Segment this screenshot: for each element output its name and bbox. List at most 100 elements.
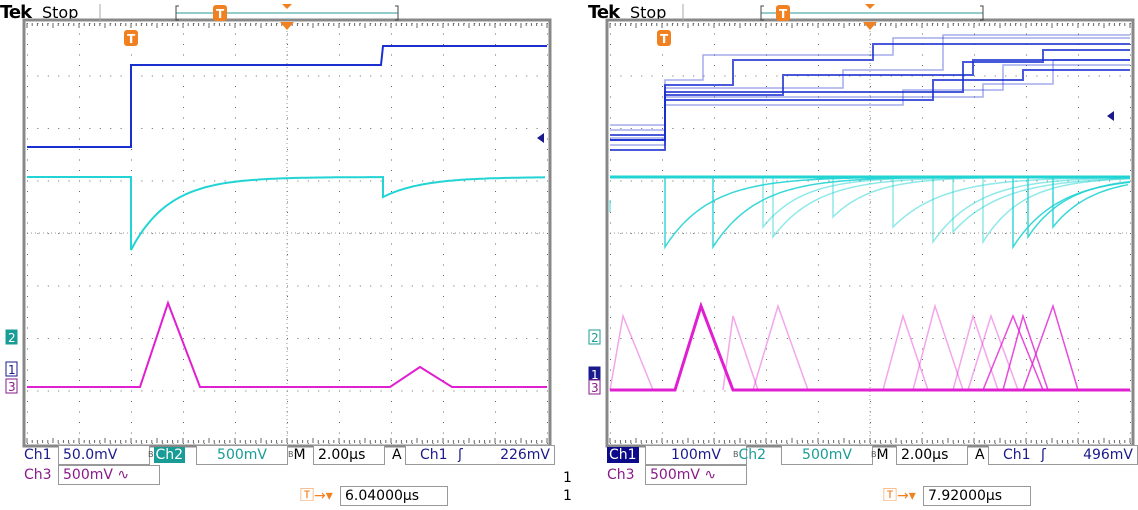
timebase-value[interactable]: 2.00µs: [313, 445, 385, 465]
grid-dot: [339, 411, 340, 413]
grid-dot: [443, 117, 444, 119]
grid-dot: [662, 65, 663, 66]
grid-dot: [734, 180, 736, 182]
grid-dot: [880, 180, 882, 182]
grid-dot: [411, 180, 413, 182]
grid-dot: [526, 128, 528, 129]
timebase-value[interactable]: 2.00µs: [896, 445, 968, 465]
ch3-scale[interactable]: 500mV ∿: [645, 465, 747, 485]
grid-dot: [47, 128, 49, 129]
ch1-label[interactable]: Ch1: [607, 447, 639, 463]
ch2-label[interactable]: Ch2: [153, 447, 186, 463]
grid-dot: [79, 159, 80, 161]
grid-dot: [797, 128, 799, 129]
ch1-scale[interactable]: 100mV: [645, 445, 747, 465]
grid-dot: [703, 443, 705, 444]
grid-dot: [974, 170, 975, 171]
grid-dot: [797, 338, 799, 339]
grid-dot: [235, 54, 236, 56]
ch1-scale[interactable]: 50.0mV: [58, 445, 150, 465]
grid-dot: [79, 264, 80, 266]
grid-dot: [443, 191, 444, 192]
grid-dot: [922, 285, 923, 287]
grid-dot: [27, 117, 28, 119]
grid-dot: [1130, 348, 1131, 350]
grid-dot: [662, 86, 663, 87]
grid-dot: [401, 75, 403, 77]
grid-dot: [610, 128, 611, 129]
grid-dot: [370, 233, 372, 234]
grid-dot: [359, 180, 361, 182]
ch1-label[interactable]: Ch1: [24, 447, 52, 463]
grid-dot: [714, 138, 715, 140]
grid-dot: [110, 233, 112, 234]
grid-dot: [245, 338, 247, 339]
trigger-readout[interactable]: Ch1 ʃ 226mV: [405, 445, 555, 465]
grid-dot: [1130, 401, 1131, 402]
grid-dot: [610, 327, 611, 329]
grid-dot: [547, 285, 548, 287]
grid-dot: [255, 285, 257, 287]
grid-dot: [911, 233, 913, 234]
grid-dot: [27, 306, 28, 308]
grid-dot: [422, 338, 424, 339]
grid-dot: [1130, 128, 1131, 129]
ch3-label[interactable]: Ch3: [24, 467, 52, 483]
ch3-scale[interactable]: 500mV ∿: [58, 465, 160, 485]
ch2-scale[interactable]: 500mV: [781, 445, 873, 465]
grid-dot: [1078, 75, 1079, 77]
grid-dot: [714, 422, 715, 423]
grid-dot: [339, 401, 340, 402]
grid-dot: [922, 212, 923, 213]
grid-dot: [339, 369, 340, 371]
grid-dot: [235, 369, 236, 371]
grid-dot: [724, 180, 726, 182]
grid-dot: [235, 243, 236, 245]
grid-dot: [432, 338, 434, 339]
grid-dot: [1015, 338, 1017, 339]
ch3-marker-text: 3: [8, 380, 16, 394]
grid-dot: [1078, 191, 1079, 192]
grid-dot: [610, 222, 611, 224]
grid-dot: [693, 233, 695, 234]
grid-dot: [610, 86, 611, 87]
grid-dot: [79, 212, 80, 213]
grid-dot: [151, 285, 153, 287]
grid-dot: [942, 285, 944, 287]
grid-dot: [547, 149, 548, 150]
ch2-scale[interactable]: 500mV: [196, 445, 288, 465]
trigger-readout[interactable]: Ch1 ʃ 496mV: [988, 445, 1138, 465]
grid-dot: [443, 44, 444, 45]
grid-dot: [443, 369, 444, 371]
trigger-position[interactable]: 6.04000µs: [340, 486, 448, 506]
grid-dot: [183, 117, 184, 119]
grid-dot: [183, 443, 184, 444]
grid-dot: [79, 96, 80, 98]
grid-dot: [495, 254, 496, 255]
grid-dot: [870, 65, 871, 66]
grid-dot: [99, 128, 101, 129]
grid-dot: [99, 233, 101, 234]
trigger-position[interactable]: 7.92000µs: [923, 486, 1031, 506]
grid-dot: [714, 369, 715, 371]
grid-dot: [245, 390, 247, 392]
grid-dot: [1078, 285, 1079, 287]
grid-dot: [922, 369, 923, 371]
grid-dot: [1015, 128, 1017, 129]
grid-dot: [974, 401, 975, 402]
grid-dot: [505, 390, 507, 392]
grid-dot: [339, 296, 340, 297]
ch3-label[interactable]: Ch3: [607, 467, 635, 483]
grid-dot: [224, 443, 226, 444]
grid-dot: [547, 117, 548, 119]
grid-dot: [745, 75, 747, 77]
grid-dot: [870, 254, 871, 255]
grid-dot: [828, 233, 830, 234]
grid-dot: [870, 443, 871, 444]
ch2-label[interactable]: Ch2: [738, 447, 767, 463]
grid-dot: [828, 180, 830, 182]
grid-dot: [734, 285, 736, 287]
grid-dot: [734, 233, 736, 234]
grid-dot: [474, 390, 476, 392]
